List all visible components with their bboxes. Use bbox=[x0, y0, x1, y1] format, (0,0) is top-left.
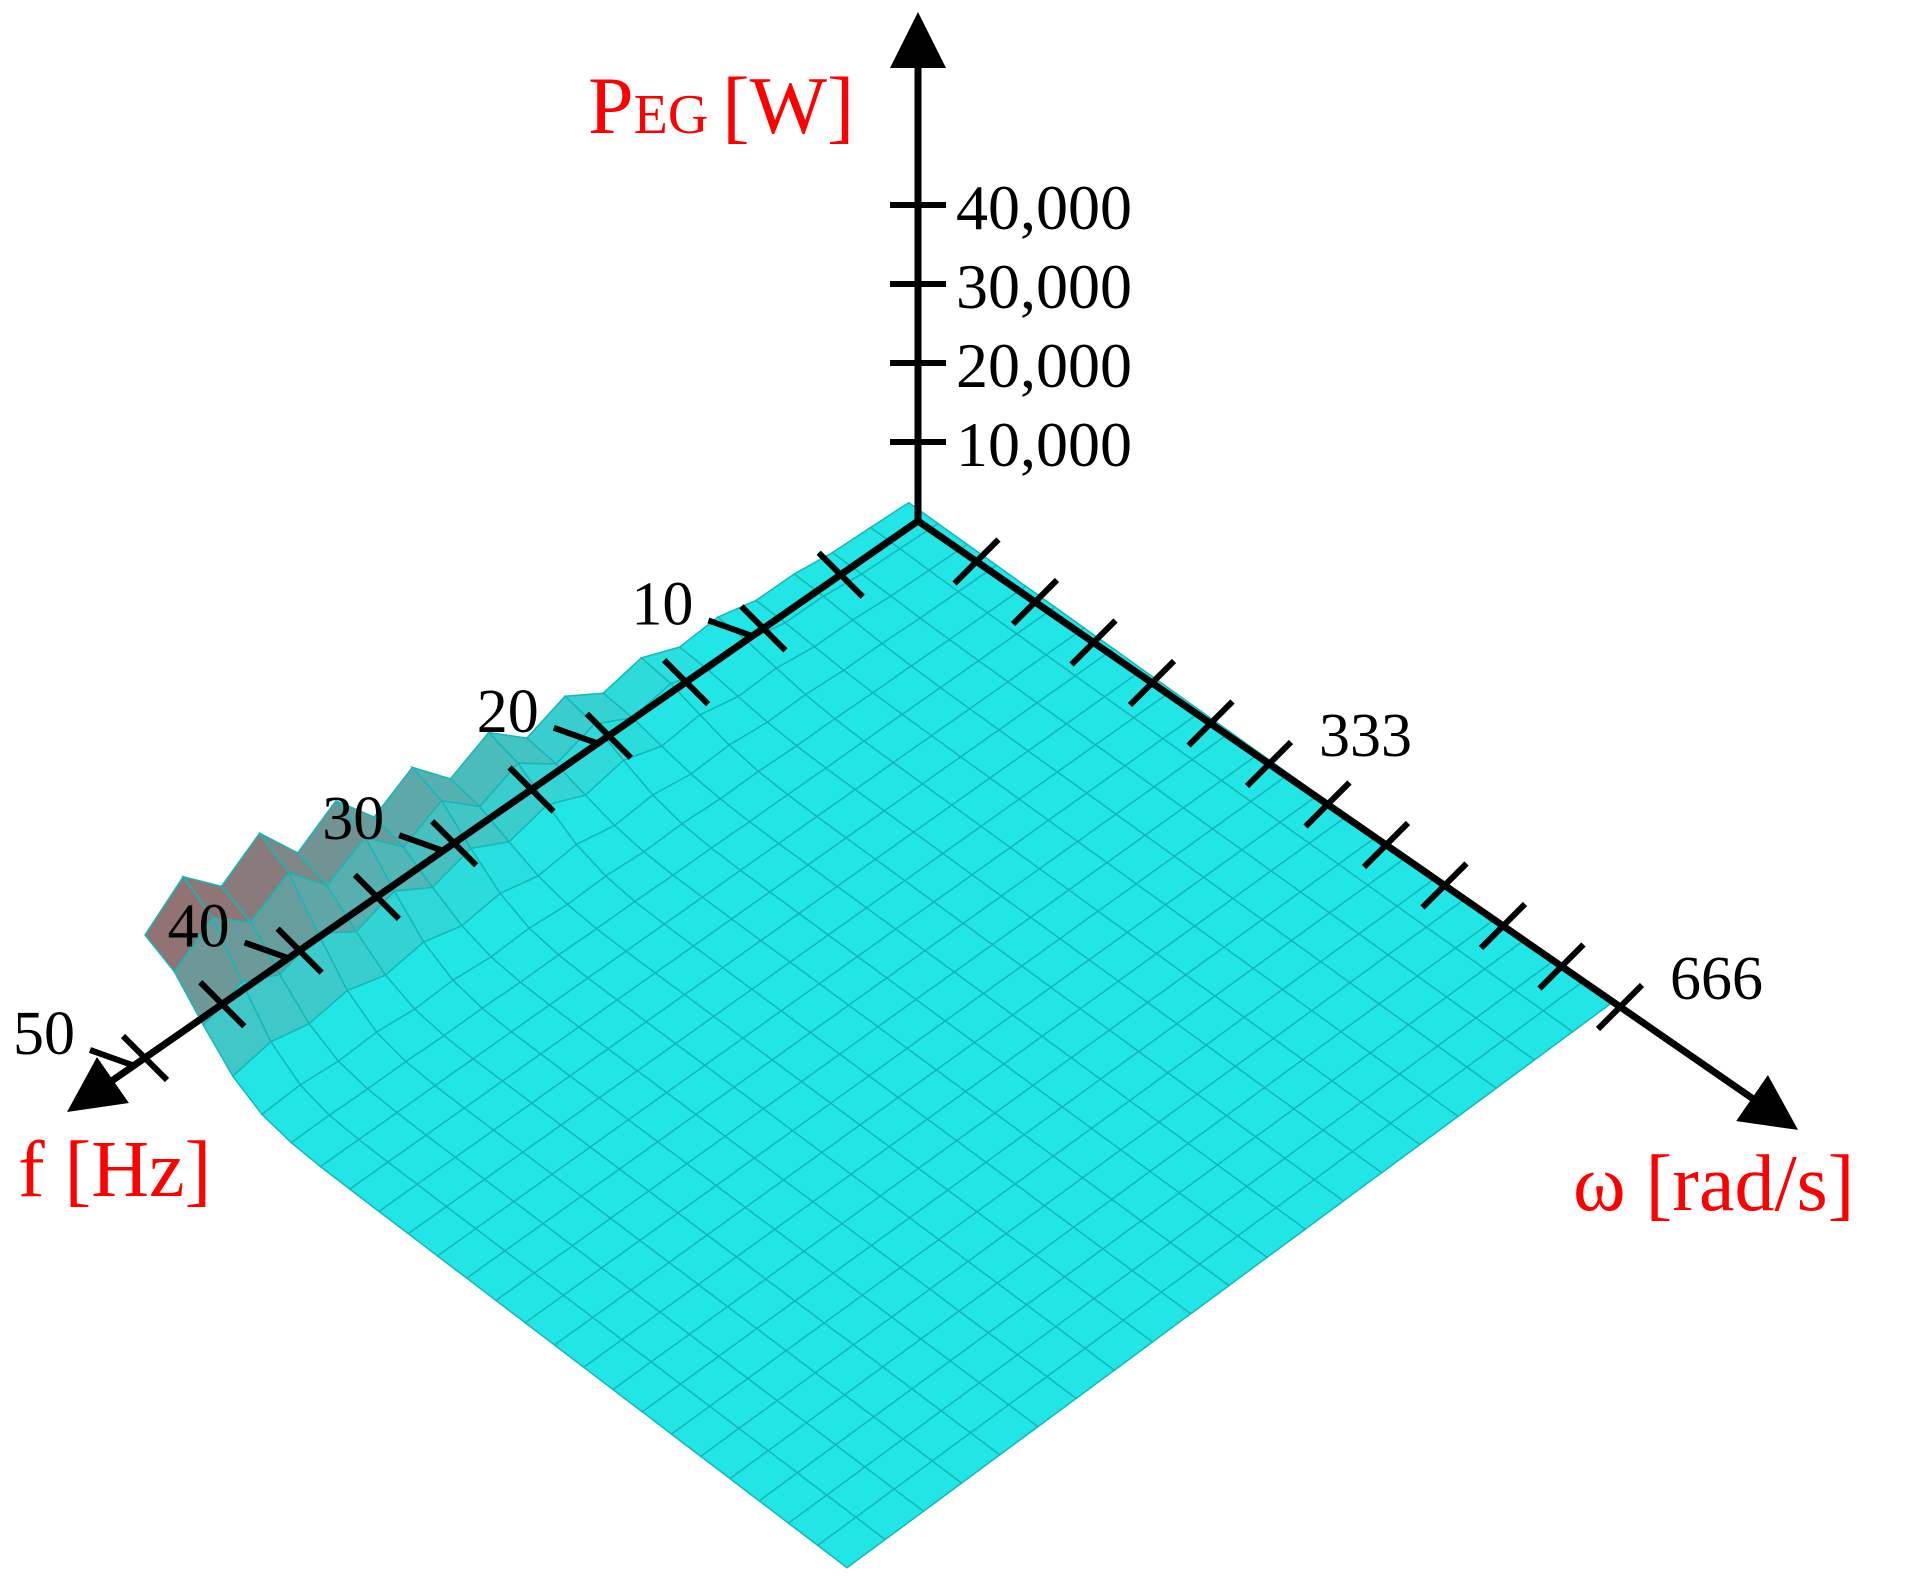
w-axis-tick bbox=[1595, 982, 1645, 1032]
f-axis-line bbox=[67, 518, 920, 1112]
f-axis-tick bbox=[120, 1033, 170, 1083]
w-axis-minor-tick bbox=[1127, 658, 1177, 708]
z-axis-title-main: P bbox=[588, 60, 634, 151]
w-axis-minor-tick bbox=[1361, 820, 1411, 870]
z-axis-tick-label: 10,000 bbox=[956, 409, 1132, 480]
f-axis-tick-label: 20 bbox=[477, 678, 539, 746]
f-axis-minor-tick bbox=[507, 765, 556, 814]
z-axis-tick-label: 40,000 bbox=[956, 172, 1132, 243]
w-axis-tick bbox=[1244, 739, 1294, 789]
w-axis-minor-tick bbox=[1537, 942, 1586, 991]
f-axis-tick-leader bbox=[243, 939, 291, 962]
f-axis-tick-leader bbox=[88, 1047, 137, 1069]
f-axis-minor-tick bbox=[198, 980, 247, 1029]
f-axis-tick-leader bbox=[398, 832, 446, 855]
z-axis-title: PEG [W] bbox=[588, 60, 854, 151]
f-axis-tick bbox=[584, 711, 633, 760]
f-axis-minor-tick bbox=[661, 657, 711, 707]
z-axis-title-unit: [W] bbox=[722, 60, 854, 151]
w-axis-minor-tick bbox=[1010, 577, 1060, 627]
w-axis-minor-tick bbox=[952, 537, 1001, 586]
surface-cell bbox=[816, 1516, 887, 1569]
w-axis-line bbox=[916, 518, 1799, 1130]
w-axis-minor-tick bbox=[1478, 901, 1528, 951]
w-axis-minor-tick bbox=[1420, 861, 1469, 910]
w-axis-tick-label: 666 bbox=[1670, 945, 1763, 1013]
f-axis-tick-label: 40 bbox=[168, 893, 230, 961]
f-axis-minor-tick bbox=[352, 872, 402, 922]
z-axis-tick-label: 20,000 bbox=[956, 330, 1132, 401]
f-axis-tick bbox=[430, 819, 479, 868]
f-axis-title: f [Hz] bbox=[18, 1126, 211, 1214]
axis-titles: PEG [W] f [Hz] ω [rad/s] bbox=[18, 60, 1854, 1228]
w-axis-minor-tick bbox=[1303, 780, 1352, 829]
z-axis-title-sub: EG bbox=[634, 84, 709, 146]
f-axis-minor-tick bbox=[816, 550, 865, 599]
f-axis-tick bbox=[275, 926, 324, 975]
f-axis-tick bbox=[739, 604, 788, 653]
axis-ticks bbox=[88, 202, 1645, 1083]
f-axis-tick-label: 30 bbox=[322, 785, 384, 853]
w-axis-title: ω [rad/s] bbox=[1573, 1140, 1854, 1228]
tick-labels: 10,000 20,000 30,000 40,000 10 20 30 40 50 333 666 bbox=[13, 172, 1763, 1068]
f-axis-tick-label: 10 bbox=[631, 570, 693, 638]
f-axis-tick-leader bbox=[552, 724, 600, 747]
f-axis-tick-label: 50 bbox=[13, 1000, 75, 1068]
w-axis-minor-tick bbox=[1069, 618, 1118, 667]
w-axis-minor-tick bbox=[1186, 699, 1235, 748]
w-axis-tick-label: 333 bbox=[1319, 702, 1412, 770]
surface-plot bbox=[144, 501, 1612, 1569]
z-axis-tick-label: 30,000 bbox=[956, 251, 1132, 322]
f-axis-tick-leader bbox=[707, 617, 755, 640]
